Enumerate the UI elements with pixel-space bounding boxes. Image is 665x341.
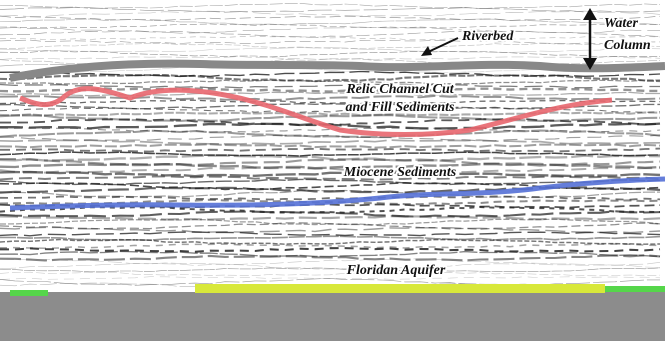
seismic-profile: Riverbed Water Column Relic Channel Cut …	[0, 0, 665, 341]
miocene-label: Miocene Sediments	[343, 165, 457, 180]
green-strip	[605, 286, 665, 292]
bottom-band	[0, 292, 665, 341]
relic-channel-label: and Fill Sediments	[346, 100, 455, 115]
green-strip	[10, 290, 48, 296]
water-column-label: Column	[604, 38, 651, 53]
floridan-label: Floridan Aquifer	[346, 263, 446, 278]
yellow-strip	[195, 284, 605, 293]
relic-channel-label: Relic Channel Cut	[345, 82, 454, 97]
page: {"labels": {"riverbed": "Riverbed", "wat…	[0, 0, 665, 341]
water-column-label: Water	[604, 16, 639, 31]
riverbed-label: Riverbed	[461, 29, 514, 44]
